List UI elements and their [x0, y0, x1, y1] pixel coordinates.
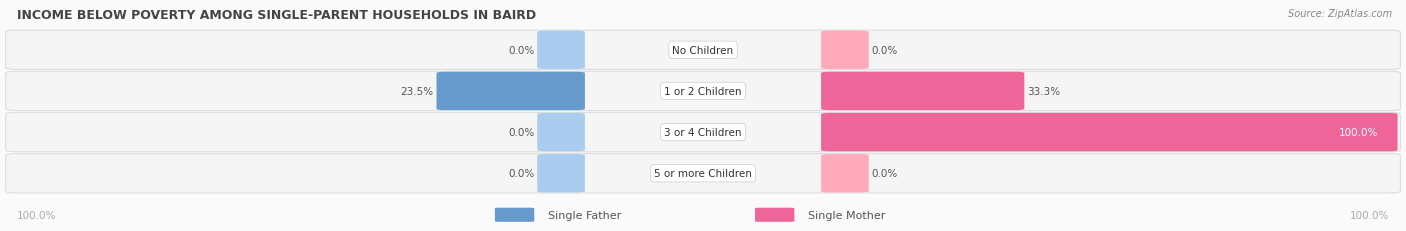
Text: 0.0%: 0.0% — [872, 46, 898, 55]
Text: 0.0%: 0.0% — [508, 128, 534, 137]
Text: 0.0%: 0.0% — [508, 169, 534, 179]
FancyBboxPatch shape — [537, 31, 585, 70]
Text: 100.0%: 100.0% — [1339, 128, 1378, 137]
FancyBboxPatch shape — [6, 72, 1400, 111]
Text: Single Father: Single Father — [548, 210, 621, 220]
FancyBboxPatch shape — [495, 208, 534, 222]
Text: 100.0%: 100.0% — [1350, 210, 1389, 220]
Text: Single Mother: Single Mother — [808, 210, 886, 220]
FancyBboxPatch shape — [821, 113, 1398, 152]
FancyBboxPatch shape — [755, 208, 794, 222]
FancyBboxPatch shape — [821, 73, 1025, 111]
Text: INCOME BELOW POVERTY AMONG SINGLE-PARENT HOUSEHOLDS IN BAIRD: INCOME BELOW POVERTY AMONG SINGLE-PARENT… — [17, 9, 536, 22]
Text: 0.0%: 0.0% — [872, 169, 898, 179]
Text: 0.0%: 0.0% — [508, 46, 534, 55]
Text: 1 or 2 Children: 1 or 2 Children — [664, 87, 742, 97]
Text: 3 or 4 Children: 3 or 4 Children — [664, 128, 742, 137]
FancyBboxPatch shape — [537, 113, 585, 152]
FancyBboxPatch shape — [6, 113, 1400, 152]
FancyBboxPatch shape — [6, 31, 1400, 70]
Text: No Children: No Children — [672, 46, 734, 55]
FancyBboxPatch shape — [821, 31, 869, 70]
Text: Source: ZipAtlas.com: Source: ZipAtlas.com — [1288, 9, 1392, 19]
Text: 33.3%: 33.3% — [1028, 87, 1060, 97]
FancyBboxPatch shape — [821, 154, 869, 193]
Text: 5 or more Children: 5 or more Children — [654, 169, 752, 179]
Text: 100.0%: 100.0% — [17, 210, 56, 220]
FancyBboxPatch shape — [6, 154, 1400, 193]
FancyBboxPatch shape — [436, 73, 585, 111]
FancyBboxPatch shape — [537, 154, 585, 193]
Text: 23.5%: 23.5% — [401, 87, 433, 97]
